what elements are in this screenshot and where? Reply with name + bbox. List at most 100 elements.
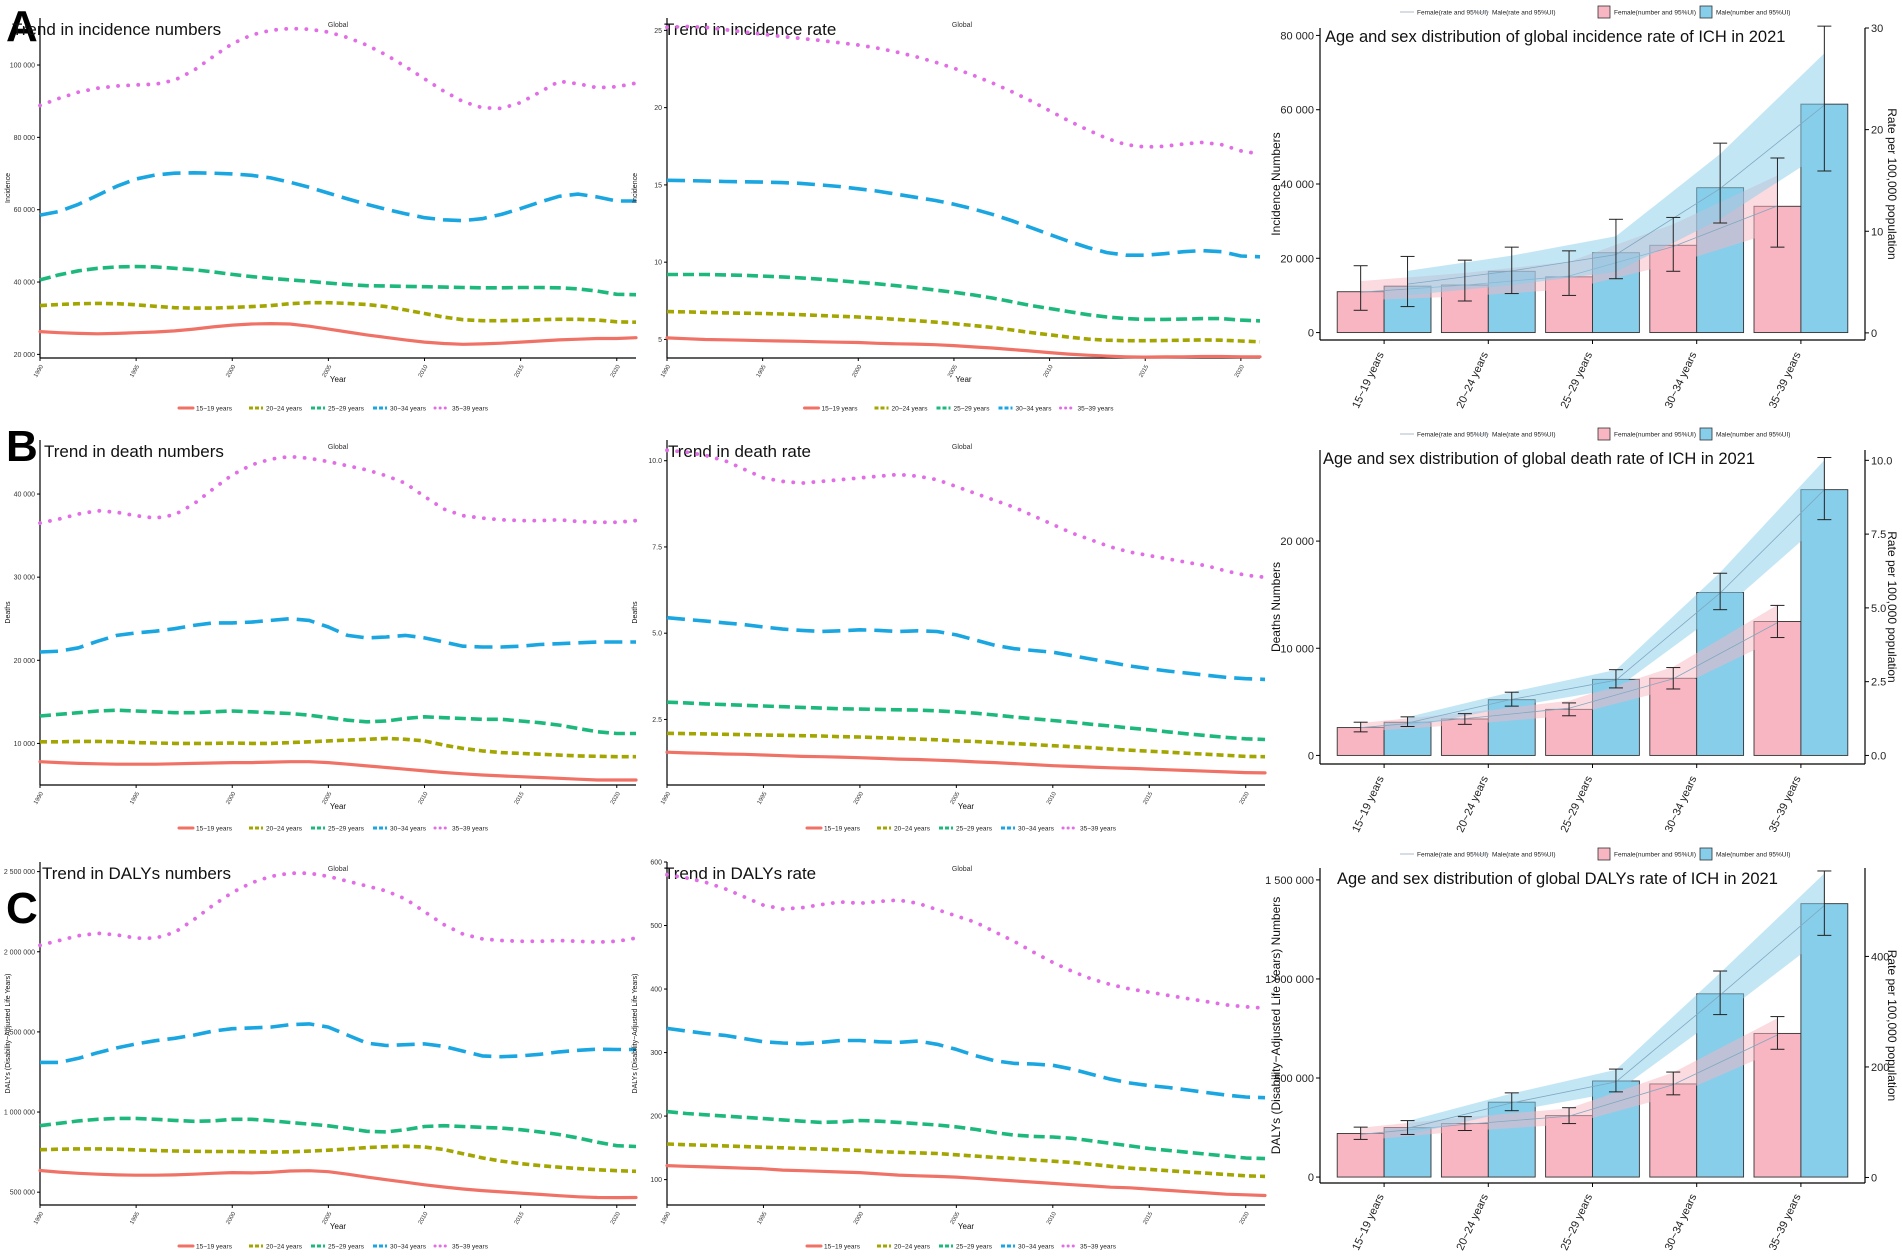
error-bar-male [1713, 572, 1728, 611]
y-tick-label: 10.0 [648, 458, 662, 465]
chart-subtitle: Global [952, 866, 973, 873]
legend-swatch-number-female [1597, 5, 1611, 19]
y-tick-label: 20 000 [1280, 536, 1314, 548]
y2-tick-label: 20 [1871, 125, 1883, 137]
legend-swatch-number-male [1699, 847, 1713, 861]
legend-label: 20~24 years [266, 826, 303, 833]
series-line-25-29 [39, 264, 637, 297]
chart-title: Trend in incidence rate [664, 20, 836, 39]
legend-label: 30~34 years [1016, 406, 1053, 413]
x-tick-label: 2020 [1234, 364, 1246, 379]
series-line-35-39 [665, 872, 1267, 1010]
x-tick-label: 2010 [418, 364, 430, 379]
legend-label: Male(rate and 95%UI) [1492, 10, 1556, 17]
y-axis-label: DALYs (Disability−Adjusted Life Years) N… [1269, 897, 1283, 1155]
error-bar-male [1504, 691, 1519, 707]
legend-label: Female(rate and 95%UI) [1417, 852, 1488, 859]
error-bar-male [1713, 142, 1728, 224]
chart-subtitle: Global [952, 22, 973, 29]
category-label: 25~29 years [1559, 774, 1596, 835]
legend: 15~19 years 20~24 years 25~29 years 30~34 y… [805, 826, 1117, 833]
series-line-15-19 [665, 1163, 1267, 1198]
y-tick-label: 2 500 000 [4, 869, 35, 876]
x-tick-label: 2015 [514, 364, 526, 379]
series-line-15-19 [665, 336, 1262, 359]
y-tick-label: 40 000 [14, 492, 36, 499]
y-tick-label: 20 [654, 105, 662, 112]
series-line-25-29 [39, 708, 636, 736]
bar-female [1336, 1133, 1385, 1178]
legend-label: 15~19 years [196, 1244, 233, 1251]
x-tick-label: 1995 [129, 791, 141, 806]
error-bar-female [1770, 604, 1785, 639]
error-bar-male [1608, 218, 1623, 280]
x-tick-label: 2010 [418, 1211, 430, 1226]
y2-tick-label: 2.5 [1871, 677, 1886, 689]
y-tick-label: 30 000 [14, 575, 36, 582]
series-line-35-39 [38, 871, 638, 948]
x-tick-label: 2020 [610, 364, 622, 379]
y-tick-label: 500 000 [10, 1190, 35, 1197]
x-tick-label: 1995 [129, 1211, 141, 1226]
x-tick-label: 1995 [757, 1211, 769, 1226]
y2-axis-label: Rate per 100,000 population [1885, 531, 1899, 682]
legend-label: 20~24 years [892, 406, 929, 413]
legend-label: 15~19 years [824, 826, 861, 833]
x-tick-label: 2010 [418, 791, 430, 806]
bar-male [1800, 903, 1849, 1178]
series-line-30-34 [666, 615, 1266, 682]
y-tick-label: 60 000 [1280, 105, 1314, 117]
x-tick-label: 1990 [33, 364, 45, 379]
category-label: 20~24 years [1454, 350, 1491, 411]
x-tick-label: 1995 [757, 791, 769, 806]
legend-label: 25~29 years [328, 826, 365, 833]
chart-title: Trend in death numbers [44, 442, 224, 461]
x-tick-label: 2010 [1046, 791, 1058, 806]
y2-axis-label: Rate per 100,000 population [1885, 950, 1899, 1101]
x-tick-label: 2020 [1239, 791, 1251, 806]
error-bar-female [1770, 1016, 1785, 1050]
chart-death-numbers: Trend in death numbers Global 10 000 20 000… [5, 440, 638, 833]
error-bar-female [1457, 1116, 1472, 1131]
x-tick-label: 2000 [851, 364, 863, 379]
x-tick-label: 2000 [225, 1211, 237, 1226]
y-axis-label: Incidence [632, 173, 639, 203]
y-tick-label: 80 000 [14, 135, 36, 142]
series-line-25-29 [666, 1109, 1266, 1161]
legend-label: 25~29 years [956, 1244, 993, 1251]
x-tick-label: 2015 [1142, 791, 1154, 806]
legend-label: Male(number and 95%UI) [1716, 432, 1790, 439]
x-axis-label: Year [330, 1222, 347, 1231]
y-tick-label: 40 000 [14, 280, 36, 287]
legend-label: Male(rate and 95%UI) [1492, 852, 1556, 859]
x-tick-label: 2000 [853, 1211, 865, 1226]
chart-incidence-numbers: Trend in incidence numbers Global 20 000 40… [5, 18, 638, 413]
legend-label: 30~34 years [1018, 1244, 1055, 1251]
x-axis-label: Year [330, 375, 347, 384]
legend-swatch-number-female [1597, 427, 1611, 441]
y2-tick-label: 7.5 [1871, 529, 1886, 541]
error-bar-male [1817, 870, 1832, 936]
x-tick-label: 1990 [33, 791, 45, 806]
series-line-15-19 [38, 760, 638, 782]
y-tick-label: 200 [650, 1114, 662, 1121]
y2-tick-label: 30 [1871, 23, 1883, 35]
series-line-15-19 [38, 322, 638, 346]
legend-label: 35~39 years [1080, 826, 1117, 833]
y-tick-label: 20 000 [14, 352, 36, 359]
error-bar-male [1608, 669, 1623, 689]
chart-death-rate: Trend in death rate Global 2.5 5.0 7.5 10.0 19… [632, 440, 1267, 833]
error-bar-male [1817, 457, 1832, 521]
error-bar-female [1562, 1107, 1577, 1125]
legend: Female(rate and 95%UI) Male(rate and 95%U… [1400, 5, 1790, 19]
y-tick-label: 10 000 [14, 741, 36, 748]
chart-title: Trend in death rate [668, 442, 811, 461]
y-tick-label: 100 000 [10, 63, 35, 70]
chart-dalys-rate: Trend in DALYs rate Global 100 200 300 400 500… [632, 860, 1267, 1251]
legend-swatch-number-male [1699, 427, 1713, 441]
legend-label: 30~34 years [1018, 826, 1055, 833]
legend: 15~19 years 20~24 years 25~29 years 30~34 y… [177, 826, 489, 833]
chart-subtitle: Global [952, 444, 973, 451]
